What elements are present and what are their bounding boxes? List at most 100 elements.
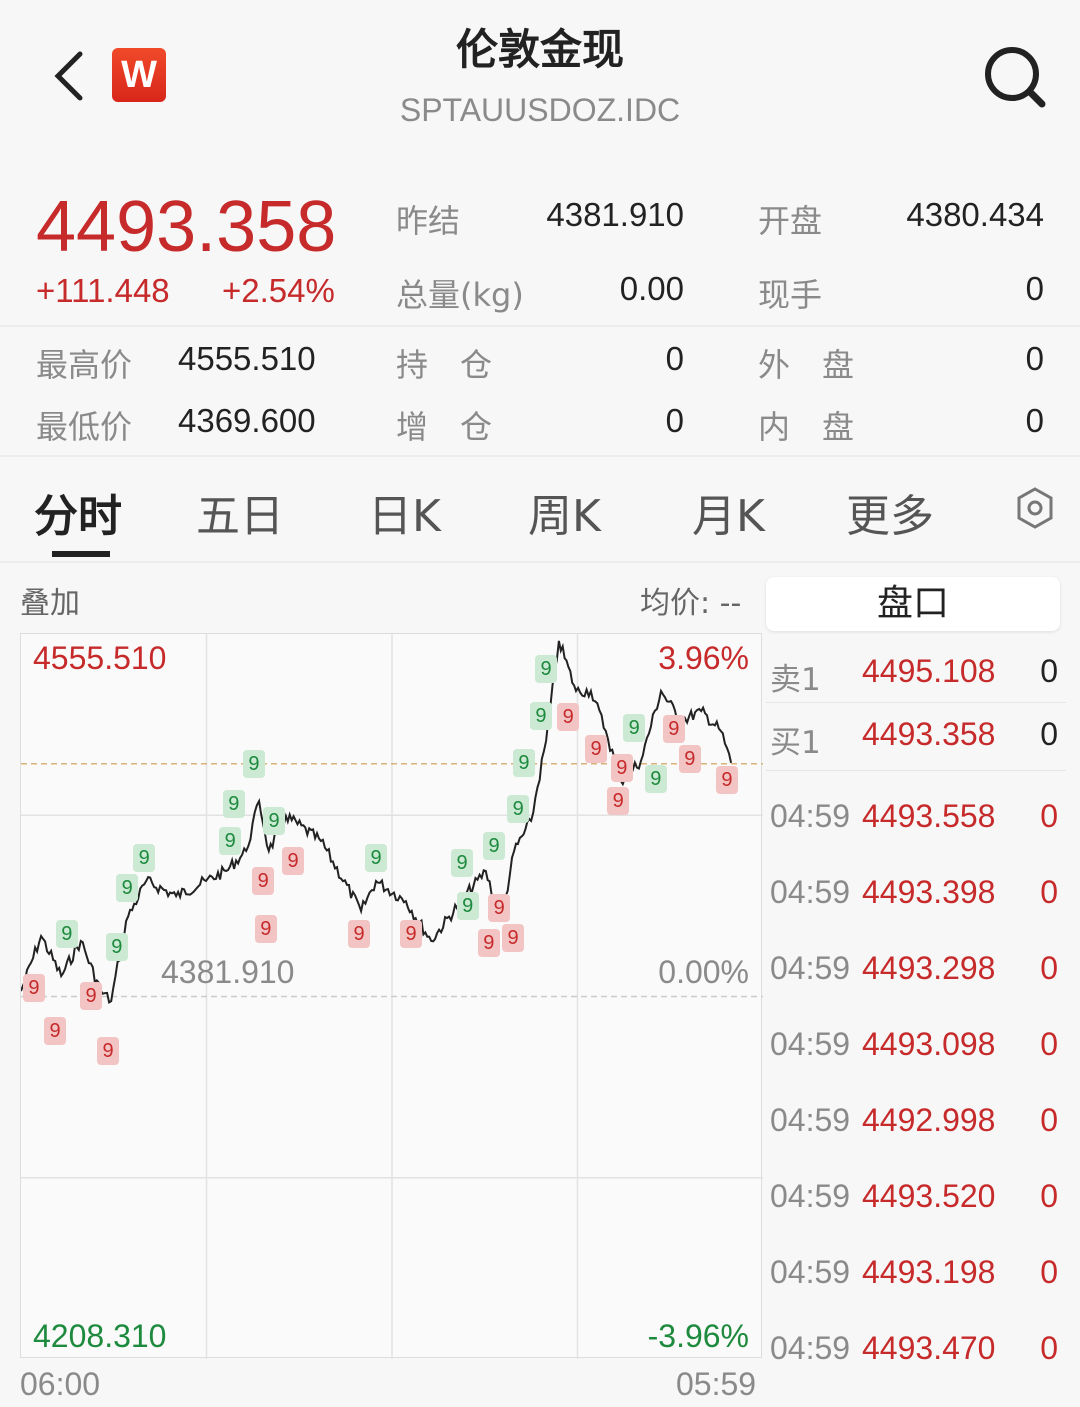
signal-marker-red: 9 [400, 920, 423, 949]
signal-marker-green: 9 [263, 807, 285, 836]
y-label-bottom: 4208.310 [33, 1318, 167, 1354]
signal-marker-green: 9 [456, 892, 479, 921]
price-change: +111.448 [36, 272, 170, 309]
signal-marker-red: 9 [254, 914, 277, 943]
search-icon [985, 47, 1046, 108]
tab-orderbook[interactable]: 盘口 [766, 577, 1060, 631]
tick-time: 04:59 [770, 1254, 851, 1290]
signal-marker-red: 9 [662, 715, 685, 744]
price-change-pct: +2.54% [222, 272, 335, 309]
signal-marker-green: 9 [116, 874, 139, 902]
bid-label: 买1 [770, 725, 821, 761]
stat-value: 4555.510 [178, 340, 316, 377]
tick-price: 4493.520 [862, 1178, 996, 1214]
signal-marker-green: 9 [529, 702, 552, 730]
settings-button[interactable] [1016, 486, 1054, 534]
tick-qty: 0 [1040, 798, 1058, 834]
tick-price: 4493.558 [862, 798, 996, 834]
stat-label: 持 仓 [396, 346, 493, 384]
price-line [21, 640, 733, 1005]
tab-five-day[interactable]: 五日 [196, 491, 284, 542]
instrument-code: SPTAUUSDOZ.IDC [399, 92, 681, 128]
ask-qty: 0 [1040, 653, 1058, 689]
stat-label: 总量(kg) [396, 276, 524, 314]
tick-price: 4492.998 [862, 1102, 996, 1138]
tab-monthly-k[interactable]: 月K [692, 491, 765, 542]
tab-more[interactable]: 更多 [846, 491, 934, 542]
stat-value: 0 [665, 402, 684, 439]
signal-marker-green: 9 [451, 849, 474, 878]
stat-value: 0.00 [619, 270, 684, 307]
search-button[interactable] [982, 44, 1048, 110]
y-label-mid: 4381.910 [161, 954, 295, 990]
divider [0, 561, 1080, 563]
signal-marker-red: 9 [282, 847, 305, 875]
pct-label-top: 3.96% [658, 640, 749, 676]
back-button[interactable] [50, 48, 90, 104]
tab-intraday[interactable]: 分时 [34, 491, 122, 542]
tick-qty: 0 [1040, 874, 1058, 910]
stat-value: 0 [665, 340, 684, 377]
signal-marker-green: 9 [365, 844, 388, 873]
signal-marker-red: 9 [557, 702, 580, 731]
signal-marker-green: 9 [483, 831, 506, 860]
signal-marker-green: 9 [512, 748, 535, 777]
signal-marker-red: 9 [477, 928, 500, 957]
divider [0, 455, 1080, 457]
tick-time: 04:59 [770, 798, 851, 834]
tick-price: 4493.098 [862, 1026, 996, 1062]
signal-marker-red: 9 [610, 753, 633, 782]
signal-marker-green: 9 [242, 749, 265, 778]
stat-value: 4369.600 [178, 402, 316, 439]
tick-price: 4493.298 [862, 950, 996, 986]
active-tab-indicator [52, 551, 110, 557]
overlay-button[interactable]: 叠加 [20, 586, 80, 621]
signal-marker-green: 9 [133, 843, 156, 872]
tab-weekly-k[interactable]: 周K [528, 491, 601, 542]
tick-qty: 0 [1040, 1102, 1058, 1138]
signal-marker-red: 9 [80, 982, 103, 1011]
tick-price: 4493.470 [862, 1330, 996, 1366]
x-label-end: 05:59 [676, 1366, 757, 1402]
tick-time: 04:59 [770, 1178, 851, 1214]
pct-label-bottom: -3.96% [647, 1318, 749, 1354]
tick-time: 04:59 [770, 874, 851, 910]
signal-marker-red: 9 [715, 765, 738, 794]
ask-price: 4495.108 [862, 653, 996, 689]
tick-price: 4493.398 [862, 874, 996, 910]
stat-value: 0 [1025, 402, 1044, 439]
signal-marker-red: 9 [44, 1017, 66, 1046]
tick-qty: 0 [1040, 1178, 1058, 1214]
bid-qty: 0 [1040, 716, 1058, 752]
stat-label: 开盘 [758, 202, 823, 240]
tick-qty: 0 [1040, 1330, 1058, 1366]
tick-time: 04:59 [770, 950, 851, 986]
page-title: 伦敦金现 [455, 25, 624, 74]
pct-label-mid: 0.00% [658, 954, 749, 990]
divider [766, 702, 1066, 703]
signal-marker-green: 9 [507, 795, 530, 823]
last-price: 4493.358 [36, 187, 337, 267]
signal-marker-red: 9 [502, 924, 525, 953]
chevron-left-icon [54, 51, 83, 101]
stat-value: 0 [1025, 340, 1044, 377]
signal-marker-red: 9 [348, 920, 371, 949]
stat-label: 最低价 [36, 408, 133, 446]
signal-marker-red: 9 [97, 1036, 120, 1065]
divider [766, 770, 1066, 771]
hexagon-settings-icon [1017, 487, 1053, 529]
signal-marker-red: 9 [607, 787, 630, 815]
stat-value: 4381.910 [546, 196, 684, 233]
tick-qty: 0 [1040, 1254, 1058, 1290]
tick-qty: 0 [1040, 950, 1058, 986]
signal-marker-green: 9 [219, 826, 242, 855]
stat-value: 0 [1025, 270, 1044, 307]
tick-time: 04:59 [770, 1330, 851, 1366]
signal-marker-red: 9 [488, 894, 511, 923]
stat-label: 外 盘 [758, 346, 855, 384]
signal-marker-red: 9 [252, 866, 275, 895]
app-logo: W [112, 48, 166, 102]
stat-label: 内 盘 [758, 408, 855, 446]
tab-daily-k[interactable]: 日K [368, 491, 441, 542]
